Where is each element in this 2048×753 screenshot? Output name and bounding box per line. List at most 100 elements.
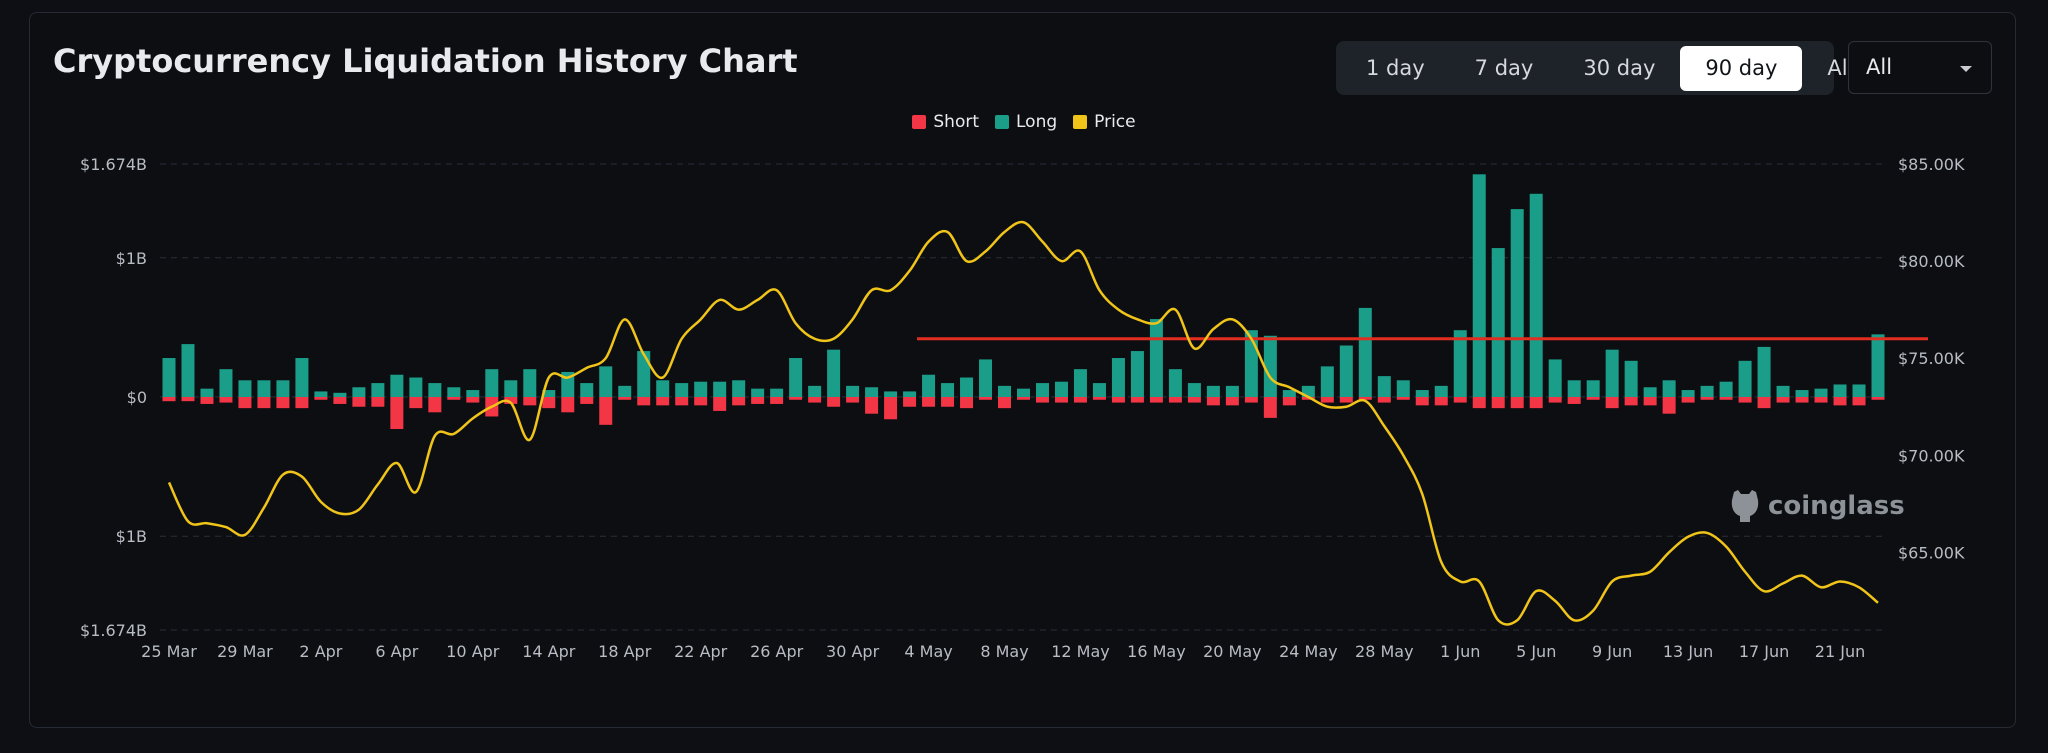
long-bar: [1263, 335, 1277, 397]
short-bar: [1263, 397, 1277, 418]
short-bar: [1700, 397, 1714, 400]
legend-swatch-short: [912, 115, 927, 129]
long-bar: [1415, 390, 1429, 397]
y-left-tick-label: $1B: [116, 527, 147, 546]
range-button-7-day[interactable]: 7 day: [1474, 55, 1534, 80]
y-right-tick-label: $85.00K: [1898, 155, 1965, 174]
short-bar: [713, 397, 727, 411]
short-bar: [1130, 397, 1144, 403]
short-bar: [1396, 397, 1410, 400]
y-left-tick-label: $0: [127, 388, 147, 407]
long-bar: [1852, 384, 1866, 397]
range-button-1-day[interactable]: 1 day: [1366, 55, 1425, 80]
short-bar: [941, 397, 955, 407]
long-bar: [1491, 248, 1505, 397]
long-bar: [580, 383, 594, 397]
coin-select[interactable]: All: [1848, 41, 1992, 94]
short-bar: [428, 397, 442, 413]
x-tick-label: 16 May: [1127, 642, 1186, 661]
short-bar: [1073, 397, 1087, 403]
short-bar: [1282, 397, 1296, 406]
x-tick-label: 2 Apr: [299, 642, 342, 661]
x-tick-label: 29 Mar: [217, 642, 273, 661]
legend-item-long[interactable]: Long: [995, 112, 1057, 132]
long-bar: [523, 369, 537, 397]
long-bar: [1168, 369, 1182, 397]
long-bar: [694, 381, 708, 397]
long-bar: [428, 383, 442, 397]
short-bar: [751, 397, 765, 404]
long-bar: [1510, 209, 1524, 397]
long-bar: [770, 388, 784, 397]
short-bar: [1814, 397, 1828, 403]
long-bar: [1757, 346, 1771, 397]
watermark-text: coinglass: [1768, 491, 1905, 521]
long-bar: [1814, 388, 1828, 397]
long-bar: [998, 385, 1012, 397]
x-tick-label: 8 May: [980, 642, 1028, 661]
x-tick-label: 22 Apr: [674, 642, 728, 661]
short-bar: [580, 397, 594, 404]
long-bar: [295, 358, 309, 397]
long-bar: [314, 391, 328, 397]
long-bar: [1073, 369, 1087, 397]
short-bar: [1149, 397, 1163, 403]
short-bar: [599, 397, 613, 425]
short-bar: [523, 397, 537, 406]
legend-swatch-long: [995, 115, 1009, 129]
legend-item-short[interactable]: Short: [912, 112, 979, 132]
long-bar: [1624, 360, 1638, 397]
short-bar: [1472, 397, 1486, 409]
y-right-tick-label: $70.00K: [1898, 446, 1965, 465]
long-bar: [200, 388, 214, 397]
x-tick-label: 24 May: [1279, 642, 1338, 661]
long-bar: [542, 390, 556, 397]
y-left-tick-label: $1B: [116, 249, 147, 268]
short-bar: [1320, 397, 1334, 403]
x-tick-label: 25 Mar: [141, 642, 197, 661]
x-tick-label: 20 May: [1203, 642, 1262, 661]
x-tick-label: 26 Apr: [750, 642, 804, 661]
short-bar: [1206, 397, 1220, 406]
y-right-tick-label: $75.00K: [1898, 349, 1965, 368]
short-bar: [1244, 397, 1258, 403]
long-bar: [979, 359, 993, 397]
long-bar: [1017, 388, 1030, 397]
short-bar: [1415, 397, 1429, 406]
chart-panel: [29, 12, 2016, 728]
short-bar: [1624, 397, 1638, 406]
short-bar: [618, 397, 632, 400]
short-bar: [1738, 397, 1752, 403]
long-bar: [1035, 383, 1049, 397]
range-button-30-day[interactable]: 30 day: [1583, 55, 1656, 80]
long-bar: [162, 358, 176, 397]
x-tick-label: 28 May: [1355, 642, 1414, 661]
long-bar: [1833, 384, 1847, 397]
short-bar: [238, 397, 252, 409]
legend-label-short: Short: [933, 112, 979, 132]
short-bar: [675, 397, 689, 406]
long-bar: [1700, 385, 1714, 397]
short-bar: [865, 397, 879, 414]
long-bar: [1111, 358, 1125, 397]
short-bar: [1586, 397, 1600, 400]
x-tick-label: 1 Jun: [1440, 642, 1480, 661]
y-right-tick-label: $80.00K: [1898, 252, 1965, 271]
y-right-tick-label: $65.00K: [1898, 543, 1965, 562]
short-bar: [1017, 397, 1030, 400]
short-bar: [770, 397, 784, 404]
short-bar: [409, 397, 423, 409]
short-bar: [960, 397, 974, 409]
legend-label-price: Price: [1094, 112, 1136, 132]
short-bar: [1605, 397, 1619, 409]
long-bar: [846, 385, 860, 397]
coinglass-logo-icon: [1731, 490, 1759, 522]
short-bar: [466, 397, 480, 403]
long-bar: [238, 380, 252, 397]
long-bar: [827, 349, 841, 397]
range-button-90-day[interactable]: 90 day: [1680, 45, 1803, 91]
long-bar: [1586, 380, 1600, 397]
short-bar: [257, 397, 271, 409]
legend-item-price[interactable]: Price: [1073, 112, 1136, 132]
short-bar: [656, 397, 670, 406]
